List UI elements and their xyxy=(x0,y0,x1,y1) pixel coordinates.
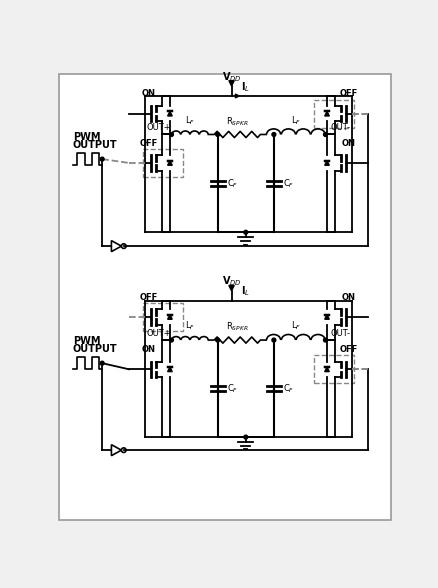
Text: PWM: PWM xyxy=(73,336,100,346)
Polygon shape xyxy=(167,367,172,372)
Text: OUT+: OUT+ xyxy=(146,329,170,338)
Text: V$_{DD}$: V$_{DD}$ xyxy=(221,275,241,289)
Text: ON: ON xyxy=(141,345,155,354)
Polygon shape xyxy=(167,315,172,319)
Text: C$_F$: C$_F$ xyxy=(226,382,238,395)
Polygon shape xyxy=(111,445,121,456)
Polygon shape xyxy=(324,161,328,165)
Circle shape xyxy=(271,132,275,136)
Text: L$_F$: L$_F$ xyxy=(184,320,194,332)
Text: R$_{SPKR}$: R$_{SPKR}$ xyxy=(226,320,248,333)
Text: C$_F$: C$_F$ xyxy=(283,177,294,189)
Text: OFF: OFF xyxy=(339,345,357,354)
Text: C$_F$: C$_F$ xyxy=(283,382,294,395)
Circle shape xyxy=(271,338,275,342)
Text: I$_L$: I$_L$ xyxy=(240,285,249,299)
Circle shape xyxy=(169,338,173,342)
Polygon shape xyxy=(324,367,328,372)
Circle shape xyxy=(243,435,247,439)
Polygon shape xyxy=(324,315,328,319)
Polygon shape xyxy=(111,240,121,252)
Text: OUT-: OUT- xyxy=(330,123,350,132)
Circle shape xyxy=(121,448,126,453)
Polygon shape xyxy=(228,81,234,86)
Text: L$_F$: L$_F$ xyxy=(290,114,300,127)
Text: L$_F$: L$_F$ xyxy=(290,320,300,332)
Circle shape xyxy=(323,132,327,136)
Polygon shape xyxy=(167,161,172,165)
Polygon shape xyxy=(228,285,234,291)
Polygon shape xyxy=(235,94,239,98)
Text: R$_{SPKR}$: R$_{SPKR}$ xyxy=(226,115,248,128)
Circle shape xyxy=(100,157,104,161)
Text: V$_{DD}$: V$_{DD}$ xyxy=(221,70,241,83)
Text: ON: ON xyxy=(141,89,155,98)
Text: I$_L$: I$_L$ xyxy=(240,80,249,93)
FancyBboxPatch shape xyxy=(59,74,390,520)
Circle shape xyxy=(100,361,104,365)
Circle shape xyxy=(323,338,327,342)
Text: OUTPUT: OUTPUT xyxy=(73,344,117,354)
Circle shape xyxy=(121,244,126,248)
Polygon shape xyxy=(167,111,172,116)
Text: OUT-: OUT- xyxy=(330,329,350,338)
Text: ON: ON xyxy=(341,293,355,302)
Polygon shape xyxy=(324,111,328,116)
Text: OUT+: OUT+ xyxy=(146,123,170,132)
Text: OUTPUT: OUTPUT xyxy=(73,140,117,150)
Text: OFF: OFF xyxy=(339,89,357,98)
Circle shape xyxy=(215,132,219,136)
Text: OFF: OFF xyxy=(139,139,157,148)
Text: ON: ON xyxy=(341,139,355,148)
Text: PWM: PWM xyxy=(73,132,100,142)
Circle shape xyxy=(215,338,219,342)
Text: OFF: OFF xyxy=(139,293,157,302)
Circle shape xyxy=(169,132,173,136)
Text: C$_F$: C$_F$ xyxy=(226,177,238,189)
Circle shape xyxy=(243,230,247,234)
Text: L$_F$: L$_F$ xyxy=(184,114,194,127)
